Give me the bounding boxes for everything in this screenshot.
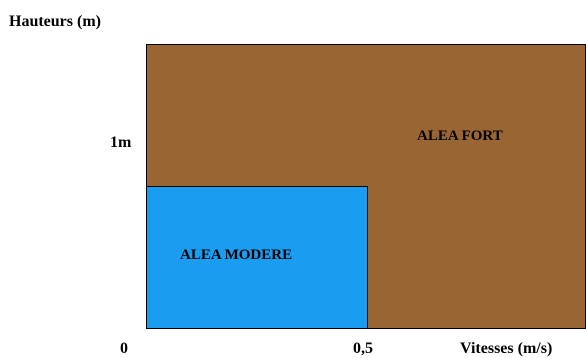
x-tick-0-5: 0,5 bbox=[353, 340, 373, 357]
zone-label-alea-fort: ALEA FORT bbox=[417, 128, 503, 144]
x-tick-0: 0 bbox=[120, 340, 128, 357]
zone-label-alea-modere: ALEA MODERE bbox=[180, 247, 293, 263]
y-axis-title: Hauteurs (m) bbox=[9, 13, 101, 30]
y-tick-1m: 1m bbox=[110, 134, 132, 151]
x-axis-title: Vitesses (m/s) bbox=[460, 340, 553, 357]
zone-alea-modere bbox=[146, 186, 368, 329]
